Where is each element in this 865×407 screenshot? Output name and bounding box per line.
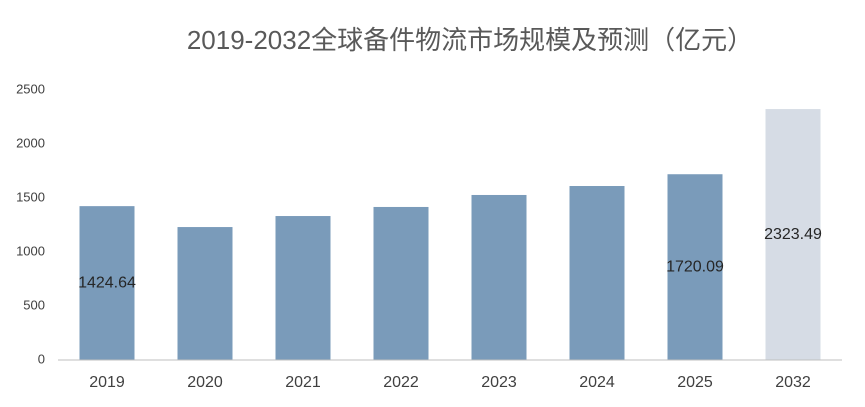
bar [177, 227, 233, 360]
bar [79, 206, 135, 360]
y-tick-label: 2500 [16, 81, 45, 96]
x-tick-label: 2020 [187, 374, 223, 391]
bar [667, 174, 723, 360]
x-tick-label: 2032 [775, 374, 811, 391]
bar [275, 216, 331, 360]
chart-title: 2019-2032全球备件物流市场规模及预测（亿元） [187, 25, 753, 55]
x-tick-label: 2024 [579, 374, 615, 391]
data-label: 1720.09 [666, 258, 724, 275]
bar [569, 186, 625, 360]
data-label: 2323.49 [764, 226, 822, 243]
x-tick-label: 2025 [677, 374, 713, 391]
data-label: 1424.64 [78, 274, 136, 291]
bar [471, 194, 527, 360]
y-tick-label: 2000 [16, 135, 45, 150]
x-tick-label: 2019 [89, 374, 125, 391]
y-tick-label: 0 [38, 351, 45, 366]
y-tick-label: 500 [23, 297, 45, 312]
bar [373, 206, 429, 360]
bar [765, 109, 821, 360]
x-tick-label: 2022 [383, 374, 419, 391]
y-tick-label: 1000 [16, 243, 45, 258]
y-tick-label: 1500 [16, 189, 45, 204]
x-tick-label: 2021 [285, 374, 321, 391]
x-tick-label: 2023 [481, 374, 517, 391]
